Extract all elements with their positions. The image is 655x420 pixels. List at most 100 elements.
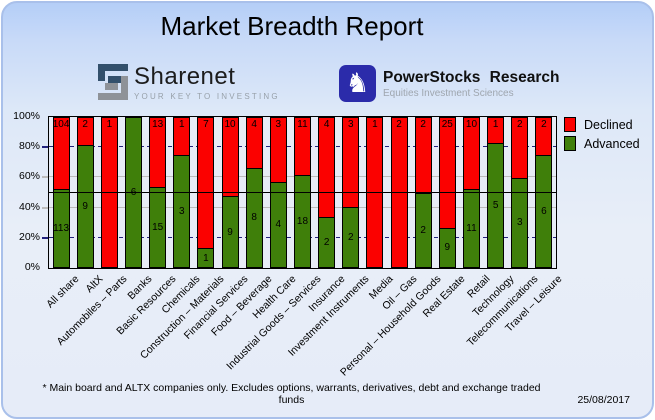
- declined-count: 2: [541, 119, 547, 130]
- bar-slot: 11 18: [290, 117, 314, 268]
- advanced-count: 11: [466, 222, 477, 234]
- bar-basic-resources: 13 15: [149, 117, 167, 268]
- bar-segment-declined: 2: [391, 118, 407, 267]
- bar-segment-declined: 1: [174, 118, 190, 156]
- declined-count: 3: [347, 119, 354, 130]
- bar-segment-advanced: 113: [53, 189, 70, 267]
- bar-segment-advanced: 9: [439, 227, 455, 267]
- bar-segment-declined: 104: [52, 118, 70, 190]
- report-date: 25/08/2017: [577, 394, 630, 406]
- declined-count: 7: [203, 119, 209, 130]
- declined-count: 4: [251, 119, 257, 130]
- bar-real-estate: 25 9: [438, 117, 456, 268]
- bar-segment-declined: 10: [222, 118, 238, 197]
- y-axis-label: 80%: [18, 140, 40, 153]
- y-axis-label: 0%: [24, 261, 40, 273]
- bar-slot: 1: [363, 117, 387, 268]
- sharenet-tagline: YOUR KEY TO INVESTING: [134, 92, 280, 101]
- y-axis-label: 100%: [13, 110, 40, 122]
- bar-segment-declined: 4: [319, 118, 335, 218]
- declined-count: 1: [372, 119, 378, 130]
- bar-banks: 6: [124, 117, 142, 268]
- declined-count: 2: [420, 119, 426, 130]
- declined-count: 13: [152, 119, 164, 130]
- declined-count: 2: [82, 119, 88, 130]
- bar-automobiles-parts: 1: [100, 117, 118, 268]
- bar-segment-declined: 4: [246, 118, 262, 168]
- bar-segment-advanced: 9: [77, 145, 93, 267]
- advanced-count: 6: [541, 206, 547, 218]
- advanced-count: 3: [516, 217, 523, 229]
- bar-segment-declined: 3: [343, 118, 359, 208]
- powerstocks-tagline: Equities Investment Sciences: [383, 87, 514, 99]
- advanced-count: 18: [296, 215, 309, 227]
- bar-segment-advanced: 4: [270, 181, 286, 267]
- sharenet-wordmark: Sharenet: [134, 63, 236, 90]
- bar-segment-advanced: 3: [174, 155, 190, 267]
- bar-slot: 10 11: [459, 117, 483, 268]
- advanced-count: 9: [227, 226, 233, 238]
- bar-segment-advanced: 9: [222, 196, 238, 267]
- declined-count: 10: [465, 119, 478, 130]
- bar-slot: 25 9: [435, 117, 459, 268]
- declined-count: 1: [106, 119, 113, 130]
- bar-segment-advanced: 2: [415, 192, 431, 267]
- bar-segment-advanced: 6: [536, 155, 552, 267]
- sharenet-logo: Sharenet YOUR KEY TO INVESTING: [98, 64, 280, 105]
- legend-label: Declined: [584, 117, 633, 132]
- bar-financial-services: 10 9: [221, 117, 239, 268]
- legend-label: Advanced: [584, 136, 640, 151]
- advanced-count: 5: [492, 199, 499, 211]
- bar-segment-declined: 1: [488, 118, 504, 143]
- bar-segment-advanced: 5: [488, 142, 504, 267]
- declined-count: 4: [323, 119, 330, 130]
- bars: 104 113 2 9 1 6 13 15 1 3 7 1 10 9 4 8 3 4 11 18 4 2 3 2 1 2 2 2 25 9…: [49, 117, 556, 268]
- bar-segment-advanced: 2: [343, 207, 359, 267]
- bar-segment-declined: 3: [270, 118, 286, 182]
- powerstocks-wordmark: PowerStocks Research: [383, 68, 560, 86]
- y-axis-labels: 0% 20% 40% 60% 80% 100%: [3, 110, 43, 273]
- bar-segment-declined: 1: [101, 118, 117, 267]
- bar-slot: 13 15: [146, 117, 170, 268]
- y-tick-20: [42, 236, 48, 239]
- y-axis-label: 60%: [18, 170, 40, 183]
- declined-count: 11: [297, 119, 308, 130]
- knight-chess-icon: ♞: [339, 65, 376, 102]
- bar-segment-declined: 2: [415, 118, 431, 193]
- advanced-count: 1: [203, 252, 209, 264]
- advanced-swatch: [564, 136, 576, 151]
- reference-line-50pct: [48, 191, 557, 193]
- bar-slot: 1: [97, 117, 121, 268]
- bar-segment-declined: 1: [367, 118, 383, 267]
- bar-segment-advanced: 18: [294, 174, 310, 267]
- bar-slot: 104 113: [49, 117, 73, 268]
- y-tick-60: [42, 176, 48, 179]
- declined-count: 104: [52, 119, 70, 130]
- advanced-count: 2: [347, 232, 354, 244]
- bar-segment-declined: 25: [439, 118, 455, 228]
- page-title: Market Breadth Report: [160, 11, 424, 41]
- bar-segment-declined: 10: [463, 118, 479, 189]
- y-tick-40: [42, 206, 48, 209]
- powerstocks-logo: ♞ PowerStocks Research Equities Investme…: [339, 65, 559, 102]
- legend-item-advanced: Advanced: [564, 136, 640, 151]
- advanced-count: 113: [53, 223, 70, 235]
- advanced-count: 3: [178, 206, 185, 218]
- advanced-count: 2: [323, 237, 330, 249]
- advanced-count: 9: [444, 242, 451, 254]
